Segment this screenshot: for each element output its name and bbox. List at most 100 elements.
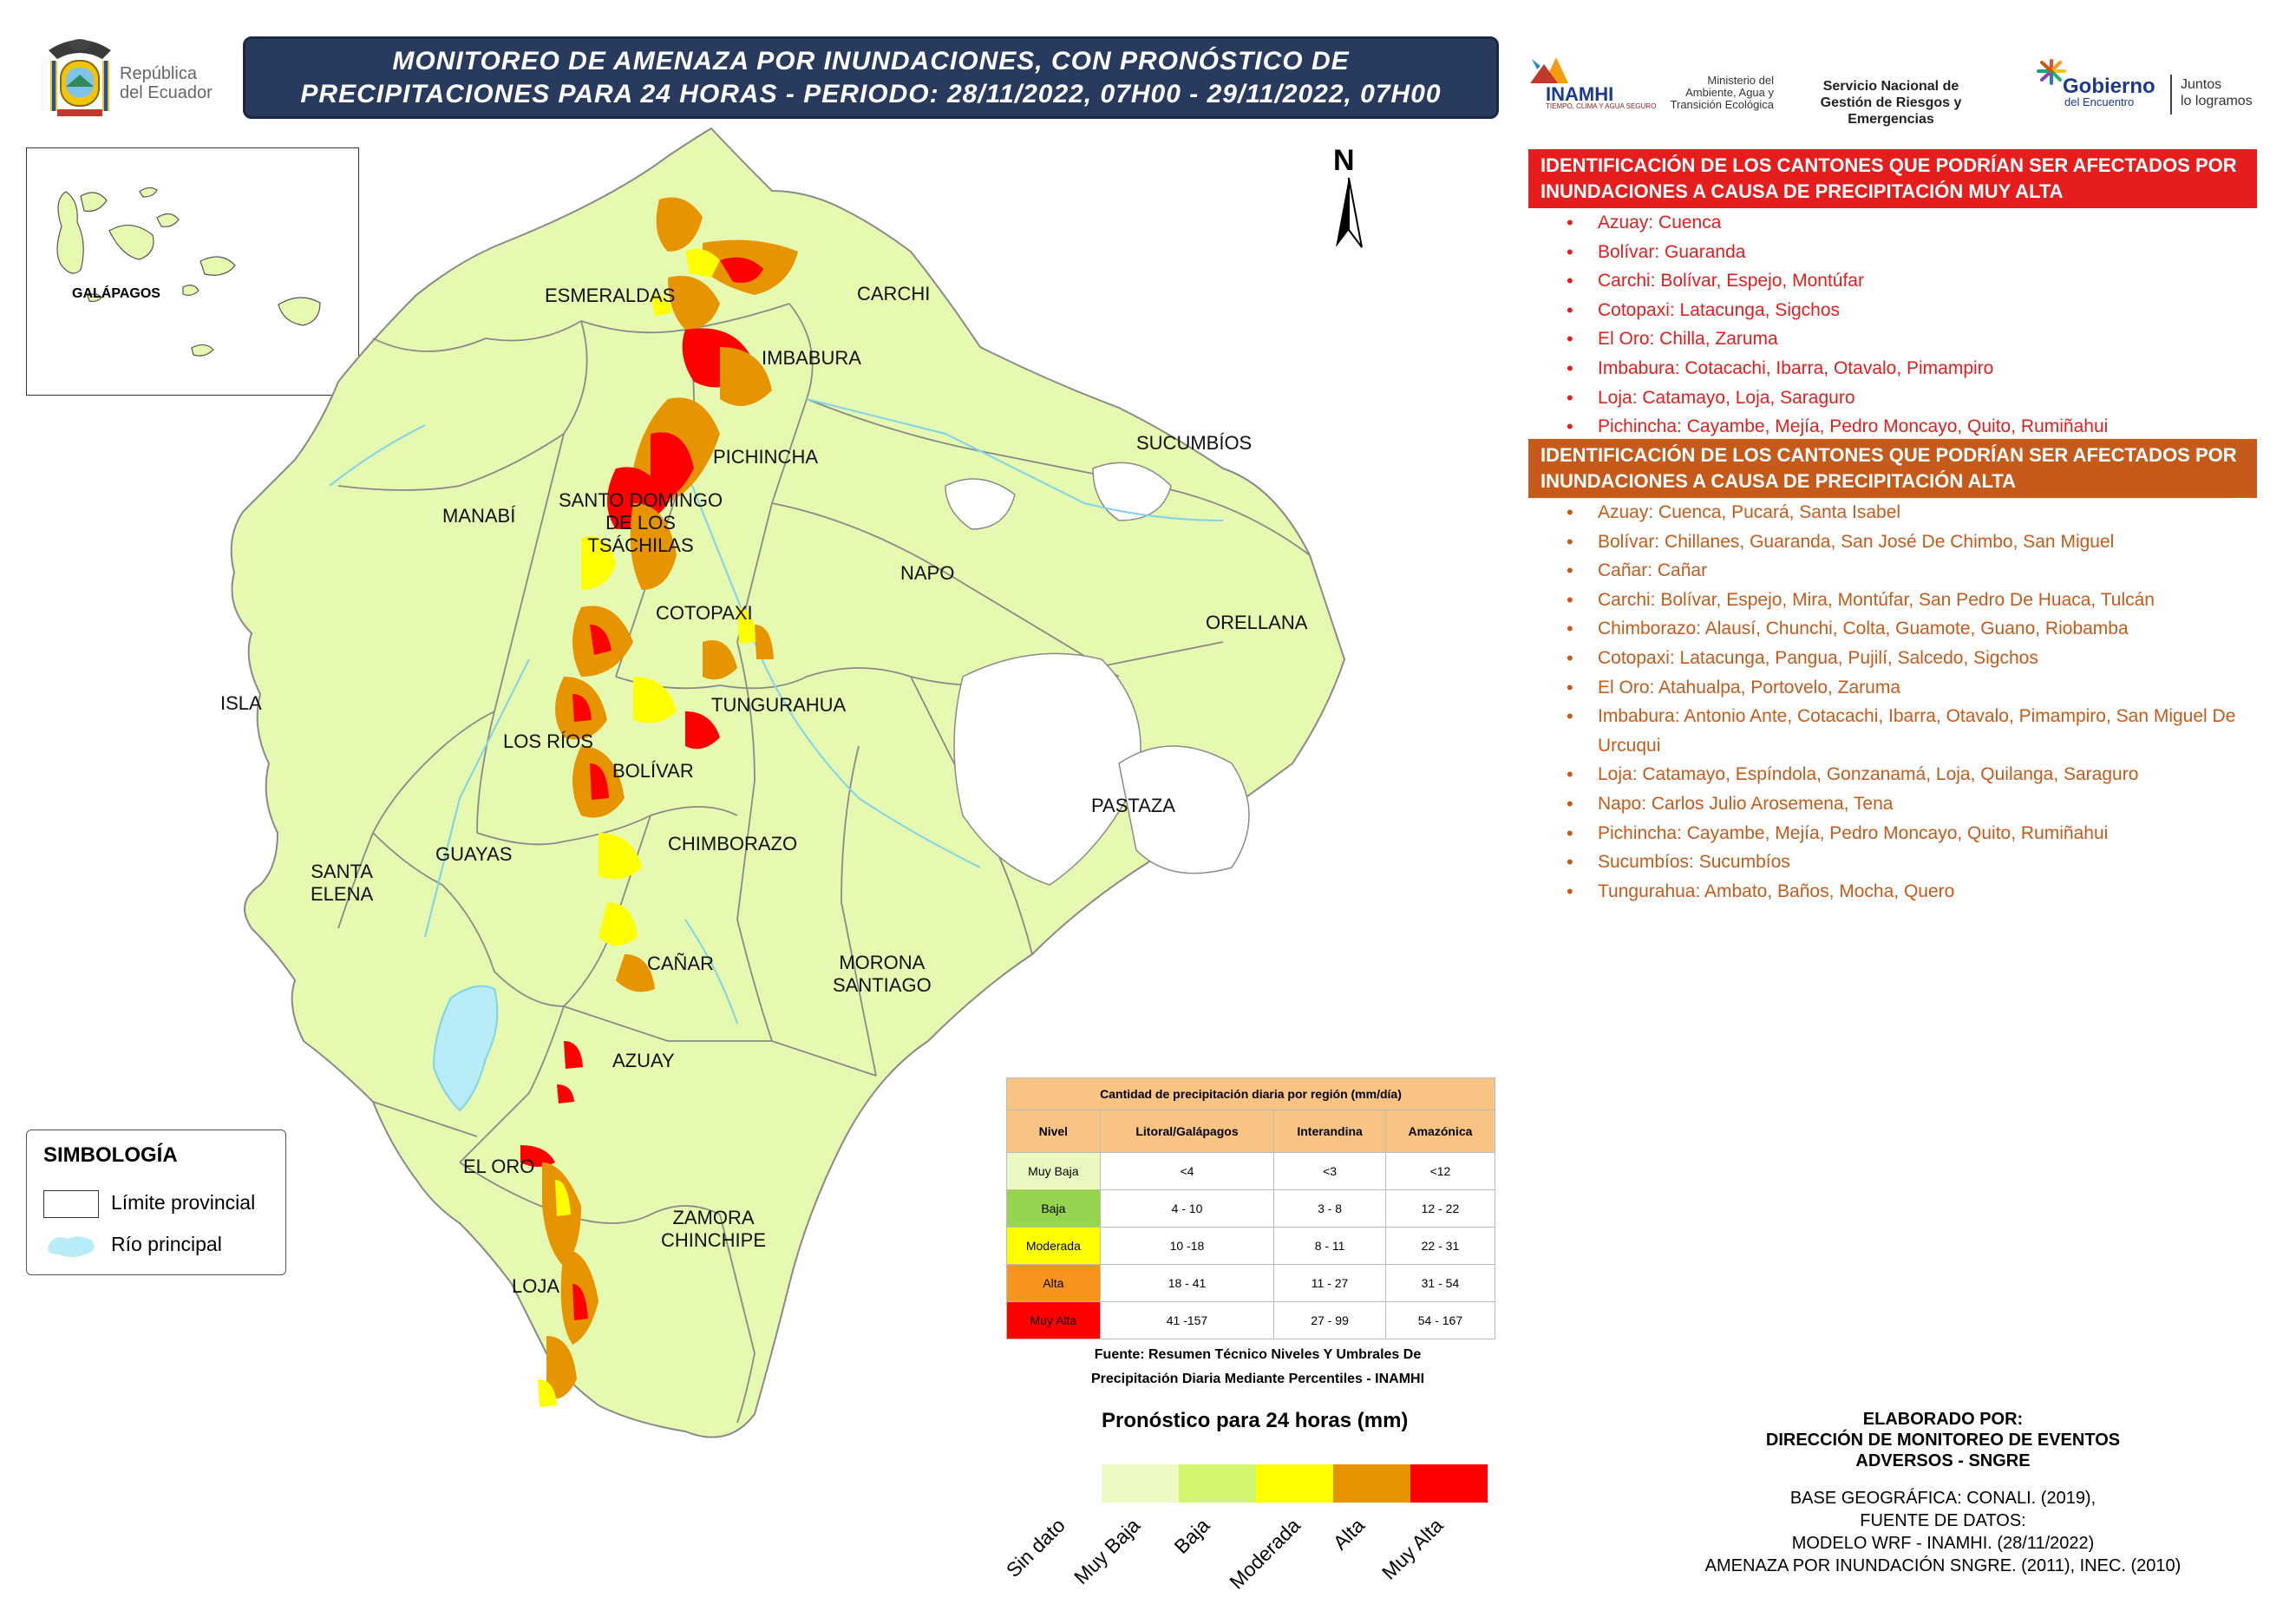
table-header: Amazónica: [1384, 1110, 1496, 1153]
table-row: Baja 4 - 10 3 - 8 12 - 22: [1006, 1189, 1496, 1228]
table-header: Interandina: [1273, 1110, 1386, 1153]
table-header: Nivel: [1006, 1110, 1101, 1153]
province-loja: LOJA: [512, 1275, 560, 1297]
morona-line-2: SANTIAGO: [833, 974, 932, 996]
province-manabi: MANABÍ: [442, 505, 516, 527]
level-cell: Alta: [1006, 1264, 1101, 1302]
credits-elaborado: ELABORADO POR: DIRECCIÓN DE MONITOREO DE…: [1674, 1409, 2212, 1471]
table-cell: 12 - 22: [1384, 1189, 1496, 1228]
santa-elena-line-1: SANTA: [311, 861, 373, 882]
list-item: Pichincha: Cayambe, Mejía, Pedro Moncayo…: [1553, 819, 2273, 848]
list-item: Tungurahua: Ambato, Baños, Mocha, Quero: [1553, 877, 2273, 907]
province-zamora-chinchipe: ZAMORA CHINCHIPE: [661, 1207, 766, 1252]
muy-alta-heading-line-2: INUNDACIONES A CAUSA DE PRECIPITACIÓN MU…: [1540, 180, 2064, 202]
province-pichincha: PICHINCHA: [713, 446, 819, 468]
logo-divider: [2170, 75, 2172, 115]
santo-domingo-line-2: DE LOS: [605, 512, 676, 534]
north-arrow-icon: [1336, 177, 1363, 248]
table-cell: 31 - 54: [1384, 1264, 1496, 1302]
morona-line-1: MORONA: [839, 952, 926, 973]
table-cell: <3: [1273, 1152, 1386, 1190]
elab-line-3: ADVERSOS - SNGRE: [1855, 1451, 2031, 1470]
legend-swatch-baja: [1179, 1464, 1256, 1503]
gobierno-encuentro-logo: [2037, 59, 2066, 85]
list-item: Carchi: Bolívar, Espejo, Montúfar: [1553, 266, 2264, 296]
province-orellana: ORELLANA: [1206, 612, 1308, 633]
zamora-line-1: ZAMORA: [672, 1207, 755, 1228]
province-los-rios: LOS RÍOS: [503, 730, 593, 752]
table-cell: 18 - 41: [1099, 1264, 1275, 1302]
santa-elena-line-2: ELENA: [311, 883, 374, 905]
table-row: Muy Baja <4 <3 <12: [1006, 1152, 1496, 1190]
inamhi-label: INAMHI: [1546, 83, 1614, 105]
slogan-line-2: lo logramos: [2181, 94, 2253, 108]
base-line-3: MODELO WRF - INAMHI. (28/11/2022): [1791, 1534, 2095, 1553]
list-item: Cotopaxi: Latacunga, Pangua, Pujilí, Sal…: [1553, 644, 2273, 673]
river-swatch-icon: [48, 1236, 95, 1257]
list-item: Bolívar: Guaranda: [1553, 238, 2264, 267]
ecuador-precipitation-map: [230, 127, 1346, 1438]
province-isla: ISLA: [220, 692, 262, 714]
galapagos-inset: [26, 147, 359, 396]
elab-line-1: ELABORADO POR:: [1862, 1410, 2024, 1429]
zamora-line-2: CHINCHIPE: [661, 1229, 767, 1251]
table-cell: 54 - 167: [1384, 1301, 1496, 1339]
list-item: El Oro: Atahualpa, Portovelo, Zaruma: [1553, 673, 2273, 703]
list-item: Loja: Catamayo, Espíndola, Gonzanamá, Lo…: [1553, 760, 2273, 789]
muy-alta-heading-line-1: IDENTIFICACIÓN DE LOS CANTONES QUE PODRÍ…: [1540, 154, 2237, 176]
river-label: Río principal: [111, 1233, 222, 1255]
province-morona-santiago: MORONA SANTIAGO: [833, 952, 932, 997]
table-cell: 11 - 27: [1273, 1264, 1386, 1302]
level-cell: Baja: [1006, 1189, 1101, 1228]
province-bolivar: BOLÍVAR: [612, 760, 694, 782]
slogan-line-1: Juntos: [2181, 77, 2222, 92]
table-cell: <12: [1384, 1152, 1496, 1190]
muy-alta-canton-list: Azuay: Cuenca Bolívar: Guaranda Carchi: …: [1553, 208, 2264, 442]
province-pastaza: PASTAZA: [1091, 795, 1175, 816]
province-esmeraldas: ESMERALDAS: [545, 285, 676, 306]
title-banner: MONITOREO DE AMENAZA POR INUNDACIONES, C…: [243, 36, 1499, 119]
legend-swatch-sin-dato: [1102, 1464, 1179, 1503]
table-cell: 4 - 10: [1099, 1189, 1275, 1228]
province-carchi: CARCHI: [857, 283, 931, 304]
alta-heading-line-1: IDENTIFICACIÓN DE LOS CANTONES QUE PODRÍ…: [1540, 444, 2237, 466]
santo-domingo-line-1: SANTO DOMINGO: [559, 489, 723, 511]
list-item: Napo: Carlos Julio Arosemena, Tena: [1553, 789, 2273, 819]
coat-of-arms-logo: [49, 39, 111, 116]
del-encuentro-label: del Encuentro: [2064, 95, 2135, 108]
provincial-limit-swatch: [43, 1190, 99, 1218]
credits-sources: BASE GEOGRÁFICA: CONALI. (2019), FUENTE …: [1648, 1487, 2238, 1577]
province-cotopaxi: COTOPAXI: [656, 602, 753, 624]
list-item: Loja: Catamayo, Loja, Saraguro: [1553, 383, 2264, 413]
base-line-2: FUENTE DE DATOS:: [1860, 1511, 2026, 1530]
list-item: Chimborazo: Alausí, Chunchi, Colta, Guam…: [1553, 614, 2273, 644]
base-line-4: AMENAZA POR INUNDACIÓN SNGRE. (2011), IN…: [1704, 1556, 2182, 1575]
province-tungurahua: TUNGURAHUA: [711, 694, 847, 716]
list-item: El Oro: Chilla, Zaruma: [1553, 324, 2264, 354]
table-header: Litoral/Galápagos: [1099, 1110, 1275, 1153]
table-title: Cantidad de precipitación diaria por reg…: [1006, 1077, 1495, 1110]
table-source: Fuente: Resumen Técnico Niveles Y Umbral…: [998, 1343, 1518, 1392]
base-line-1: BASE GEOGRÁFICA: CONALI. (2019),: [1789, 1489, 2096, 1508]
del-ecuador-label: del Ecuador: [120, 83, 213, 102]
list-item: Cotopaxi: Latacunga, Sigchos: [1553, 296, 2264, 325]
alta-heading: IDENTIFICACIÓN DE LOS CANTONES QUE PODRÍ…: [1528, 439, 2257, 498]
level-cell: Muy Baja: [1006, 1152, 1101, 1190]
province-santo-domingo: SANTO DOMINGO DE LOS TSÁCHILAS: [559, 489, 723, 557]
table-cell: 22 - 31: [1384, 1227, 1496, 1265]
table-cell: 3 - 8: [1273, 1189, 1386, 1228]
sngre-label: Servicio Nacional de Gestión de Riesgos …: [1820, 79, 1962, 127]
precipitation-threshold-table: Cantidad de precipitación diaria por reg…: [1006, 1077, 1496, 1339]
guayas-estuary: [432, 985, 499, 1112]
table-cell: 8 - 11: [1273, 1227, 1386, 1265]
title-line-1: MONITOREO DE AMENAZA POR INUNDACIONES, C…: [392, 46, 1350, 75]
province-azuay: AZUAY: [612, 1050, 675, 1071]
table-row: Alta 18 - 41 11 - 27 31 - 54: [1006, 1264, 1496, 1302]
list-item: Cañar: Cañar: [1553, 556, 2273, 586]
table-cell: 41 -157: [1099, 1301, 1275, 1339]
list-item: Pichincha: Cayambe, Mejía, Pedro Moncayo…: [1553, 412, 2264, 442]
gobierno-label: Gobierno: [2063, 75, 2155, 98]
galapagos-label: GALÁPAGOS: [72, 286, 160, 301]
inamhi-logo: [1530, 57, 1568, 83]
north-label: N: [1333, 144, 1355, 177]
